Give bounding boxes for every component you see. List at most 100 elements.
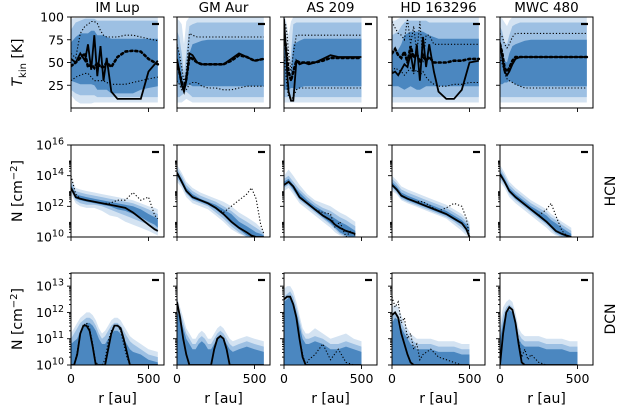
solid-line <box>392 184 471 237</box>
y-tick-label-exponent: 10 <box>52 229 64 240</box>
panel-dcn-2 <box>284 286 362 365</box>
x-tick-label: 500 <box>458 371 482 386</box>
y-axis-label-end: ] <box>10 160 26 165</box>
x-tick-label: 500 <box>566 371 590 386</box>
band-inner <box>392 31 479 90</box>
row-label-hcn: HCN <box>603 176 619 207</box>
y-tick-label-base: 10 <box>36 230 52 245</box>
panel-title: GM Aur <box>199 0 249 16</box>
y-tick-label-exponent: 12 <box>52 198 64 209</box>
x-tick-label: 0 <box>67 371 75 386</box>
band-inner <box>71 322 158 365</box>
y-tick-label-exponent: 10 <box>52 357 64 368</box>
solid-line <box>500 173 572 237</box>
dotted-line-lower <box>284 53 362 100</box>
band-inner <box>284 20 362 90</box>
band-inner <box>500 39 587 87</box>
panel-dcn-3 <box>392 296 470 365</box>
band-inner <box>284 178 356 237</box>
y-tick-label-base: 10 <box>36 279 52 294</box>
solid-line <box>71 35 159 100</box>
y-axis-label-sup: −2 <box>9 293 20 308</box>
y-tick-label-base: 10 <box>36 199 52 214</box>
band-inner <box>500 171 572 237</box>
axes-frame <box>283 144 378 238</box>
y-tick-label: 1012 <box>36 304 64 320</box>
dotted-line-lower <box>392 67 479 87</box>
y-tick-label-base: 10 <box>36 138 52 153</box>
x-tick-label: 0 <box>173 371 181 386</box>
y-axis-label-sup: −2 <box>9 165 20 180</box>
y-tick-label-base: 10 <box>36 168 52 183</box>
dotted-line-upper <box>177 32 264 83</box>
band-inner <box>177 312 264 365</box>
solid-line <box>500 305 578 365</box>
y-tick-label-base: 10 <box>36 358 52 373</box>
panel-tkin-3 <box>392 17 481 103</box>
y-tick-label-exponent: 11 <box>52 330 64 341</box>
solid-line <box>177 51 264 95</box>
axes-frame <box>70 144 165 238</box>
panel-title: MWC 480 <box>514 0 578 16</box>
x-tick-label: 500 <box>137 371 161 386</box>
solid-line <box>71 324 158 365</box>
solid-line <box>71 187 159 232</box>
x-tick-label: 0 <box>388 371 396 386</box>
panel-hcn-1 <box>177 164 265 237</box>
panel-title: AS 209 <box>307 0 355 16</box>
solid-line <box>177 301 264 365</box>
y-axis-label-unit: [K] <box>10 38 26 63</box>
y-axis-label-main: T <box>10 77 26 87</box>
x-tick-label: 0 <box>280 371 288 386</box>
axes-frame <box>391 144 486 238</box>
axes-frame <box>499 272 594 366</box>
panel-title: IM Lup <box>95 0 139 16</box>
panel-dcn-0 <box>71 312 158 365</box>
solid-line <box>500 42 587 77</box>
y-tick-label: 1013 <box>36 278 64 294</box>
x-tick-label: 0 <box>496 371 504 386</box>
y-tick-label-base: 10 <box>36 305 52 320</box>
y-tick-label: 1010 <box>36 357 64 373</box>
dotted-line <box>284 296 362 365</box>
dotted-line <box>392 296 470 365</box>
solid-line <box>284 295 362 365</box>
solid-line <box>284 180 356 235</box>
panel-tkin-0 <box>71 17 160 104</box>
y-axis-label: N [cm−2] <box>9 160 26 222</box>
panel-tkin-2 <box>284 17 363 103</box>
panel-hcn-0 <box>71 175 159 236</box>
y-tick-label-exponent: 13 <box>52 278 64 289</box>
dotted-line-upper <box>71 20 158 59</box>
y-tick-label: 1012 <box>36 198 64 214</box>
panel-tkin-4 <box>500 17 589 103</box>
y-tick-label: 100 <box>40 10 64 25</box>
x-axis-label: r [au] <box>311 391 350 407</box>
dotted-line-lower <box>71 72 158 85</box>
dotted-line <box>392 184 471 237</box>
x-axis-label: r [au] <box>204 391 243 407</box>
dotted-line-upper <box>284 21 362 72</box>
axes-frame <box>391 272 486 366</box>
band-inner <box>392 317 470 365</box>
axes-frame <box>499 144 594 238</box>
axes-frame <box>176 272 271 366</box>
x-tick-label: 500 <box>350 371 374 386</box>
band-inner <box>284 296 362 365</box>
panel-dcn-1 <box>177 296 264 365</box>
dotted-line-upper <box>500 32 587 49</box>
axes-frame <box>283 272 378 366</box>
axes-frame <box>176 144 271 238</box>
y-tick-label: 25 <box>48 78 64 93</box>
x-tick-label: 500 <box>243 371 267 386</box>
band-mid <box>500 168 572 237</box>
solid-line <box>392 311 470 365</box>
y-tick-label: 1010 <box>36 229 64 245</box>
panel-hcn-3 <box>392 175 471 237</box>
y-tick-label-exponent: 14 <box>52 167 64 178</box>
y-tick-label-exponent: 12 <box>52 304 64 315</box>
y-tick-label-exponent: 16 <box>52 137 64 148</box>
x-axis-label: r [au] <box>527 391 566 407</box>
panel-hcn-4 <box>500 164 572 237</box>
